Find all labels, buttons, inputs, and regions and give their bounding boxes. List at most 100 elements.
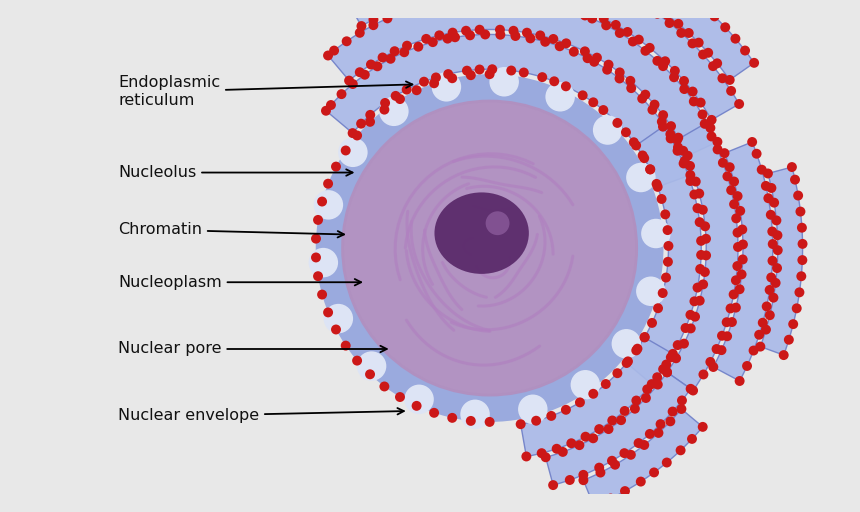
Circle shape bbox=[684, 28, 694, 38]
Circle shape bbox=[321, 106, 331, 116]
Circle shape bbox=[762, 302, 771, 311]
Circle shape bbox=[366, 59, 376, 70]
Circle shape bbox=[462, 66, 472, 76]
Circle shape bbox=[626, 450, 636, 460]
Circle shape bbox=[722, 317, 732, 327]
Circle shape bbox=[315, 191, 342, 219]
Circle shape bbox=[695, 296, 704, 306]
Circle shape bbox=[694, 38, 703, 48]
Circle shape bbox=[720, 148, 729, 158]
Circle shape bbox=[316, 74, 663, 422]
Circle shape bbox=[772, 230, 783, 240]
Circle shape bbox=[342, 101, 636, 395]
Circle shape bbox=[601, 20, 611, 30]
Circle shape bbox=[734, 376, 745, 386]
Circle shape bbox=[421, 34, 431, 44]
Circle shape bbox=[712, 137, 722, 147]
Circle shape bbox=[395, 94, 405, 104]
Circle shape bbox=[615, 74, 624, 83]
Circle shape bbox=[619, 448, 630, 458]
Circle shape bbox=[730, 34, 740, 44]
Circle shape bbox=[379, 381, 390, 392]
Circle shape bbox=[647, 318, 657, 328]
Circle shape bbox=[461, 400, 489, 428]
Circle shape bbox=[677, 404, 686, 414]
Circle shape bbox=[731, 214, 741, 223]
Circle shape bbox=[352, 356, 362, 366]
Circle shape bbox=[599, 13, 609, 24]
Circle shape bbox=[728, 289, 739, 300]
Circle shape bbox=[639, 153, 649, 163]
Circle shape bbox=[412, 401, 421, 411]
Polygon shape bbox=[713, 142, 773, 381]
Circle shape bbox=[698, 370, 709, 379]
Circle shape bbox=[341, 340, 351, 351]
Circle shape bbox=[749, 58, 759, 68]
Circle shape bbox=[726, 185, 736, 195]
Polygon shape bbox=[760, 167, 802, 355]
Circle shape bbox=[414, 41, 423, 52]
Circle shape bbox=[666, 352, 676, 362]
Circle shape bbox=[727, 317, 737, 327]
Circle shape bbox=[594, 463, 605, 473]
Circle shape bbox=[658, 288, 667, 298]
Circle shape bbox=[347, 79, 358, 89]
Circle shape bbox=[355, 67, 365, 77]
Circle shape bbox=[607, 456, 617, 466]
Circle shape bbox=[615, 68, 624, 77]
Circle shape bbox=[731, 303, 740, 312]
Circle shape bbox=[630, 404, 640, 414]
Circle shape bbox=[667, 407, 678, 417]
Circle shape bbox=[393, 4, 403, 13]
Circle shape bbox=[761, 181, 771, 191]
Circle shape bbox=[622, 358, 631, 368]
Circle shape bbox=[703, 48, 713, 58]
Circle shape bbox=[632, 344, 642, 354]
Circle shape bbox=[655, 419, 666, 429]
Circle shape bbox=[541, 452, 550, 462]
Circle shape bbox=[580, 5, 590, 15]
Circle shape bbox=[742, 361, 752, 371]
Circle shape bbox=[431, 73, 441, 82]
Circle shape bbox=[519, 395, 547, 423]
Circle shape bbox=[475, 25, 484, 35]
Circle shape bbox=[731, 275, 740, 285]
Circle shape bbox=[698, 1, 709, 11]
Circle shape bbox=[434, 0, 445, 7]
Circle shape bbox=[347, 128, 358, 138]
Circle shape bbox=[637, 151, 648, 160]
Circle shape bbox=[588, 433, 598, 443]
Circle shape bbox=[616, 415, 626, 425]
Polygon shape bbox=[346, 0, 739, 120]
Circle shape bbox=[733, 261, 742, 271]
Circle shape bbox=[448, 28, 458, 37]
Circle shape bbox=[461, 26, 471, 36]
Circle shape bbox=[402, 84, 412, 95]
Text: Chromatin: Chromatin bbox=[118, 222, 344, 238]
Circle shape bbox=[402, 41, 412, 51]
Circle shape bbox=[698, 280, 708, 289]
Circle shape bbox=[405, 386, 433, 413]
Text: Nucleolus: Nucleolus bbox=[118, 165, 353, 180]
Circle shape bbox=[372, 61, 383, 71]
Circle shape bbox=[565, 475, 574, 485]
Circle shape bbox=[310, 249, 337, 276]
Circle shape bbox=[642, 385, 652, 394]
Circle shape bbox=[495, 25, 505, 35]
Circle shape bbox=[673, 340, 683, 350]
Circle shape bbox=[326, 100, 336, 110]
Circle shape bbox=[757, 165, 766, 175]
Circle shape bbox=[629, 137, 639, 147]
Circle shape bbox=[696, 98, 706, 108]
Circle shape bbox=[722, 331, 732, 341]
Circle shape bbox=[568, 1, 577, 10]
Circle shape bbox=[535, 0, 545, 7]
Circle shape bbox=[538, 72, 547, 82]
Circle shape bbox=[685, 324, 696, 333]
Circle shape bbox=[602, 65, 612, 75]
Circle shape bbox=[721, 23, 730, 32]
Circle shape bbox=[631, 346, 642, 355]
Circle shape bbox=[766, 183, 777, 193]
Polygon shape bbox=[328, 0, 717, 156]
Circle shape bbox=[795, 287, 804, 297]
